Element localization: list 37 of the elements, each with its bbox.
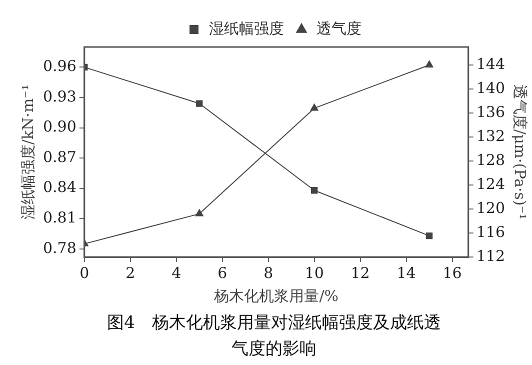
y2-tick-label: 112 [476, 246, 506, 265]
y2-tick-label: 124 [476, 174, 506, 193]
x-tick-label: 2 [126, 264, 136, 282]
caption: 图4 杨木化机浆用量对湿纸幅强度及成纸透气度的影响 [106, 312, 442, 361]
legend-label: 透气度 [316, 19, 362, 38]
legend-label: 湿纸幅强度 [209, 19, 284, 38]
y2-tick-label: 140 [476, 78, 506, 97]
y-tick-label: 0.84 [42, 178, 76, 196]
x-tick-label: 14 [396, 264, 416, 282]
x-tick-label: 6 [218, 264, 228, 282]
y-tick-label: 0.78 [42, 238, 76, 257]
y-tick-label: 0.81 [42, 208, 76, 227]
y2-tick-label: 136 [476, 102, 506, 121]
x-tick-label: 4 [172, 264, 182, 282]
point [310, 187, 318, 194]
y-axis-title: 湿纸幅强度/kN·m⁻¹ [18, 84, 37, 220]
point [195, 209, 204, 216]
y-tick-label: 0.93 [42, 87, 76, 106]
y-tick-label: 0.96 [42, 57, 76, 76]
y2-tick-label: 116 [476, 222, 506, 241]
point [425, 60, 434, 68]
x-tick-label: 0 [80, 264, 90, 282]
y2-tick-label: 144 [476, 54, 506, 73]
x-tick-label: 10 [304, 264, 324, 282]
point [196, 100, 203, 107]
x-axis-title: 杨木化机浆用量/% [213, 286, 339, 305]
point [426, 232, 433, 240]
point [310, 104, 318, 111]
x-tick-label: 8 [264, 264, 274, 282]
y2-tick-label: 128 [476, 150, 506, 169]
y2-tick-label: 120 [476, 198, 506, 217]
x-tick-label: 16 [442, 264, 462, 282]
y2-axis-title: 透气度/μm·(Pa·s)⁻¹ [511, 84, 530, 220]
y-tick-label: 0.87 [42, 148, 76, 166]
x-tick-label: 12 [350, 264, 370, 282]
y2-tick-label: 132 [476, 126, 506, 145]
y-tick-label: 0.90 [42, 118, 76, 136]
